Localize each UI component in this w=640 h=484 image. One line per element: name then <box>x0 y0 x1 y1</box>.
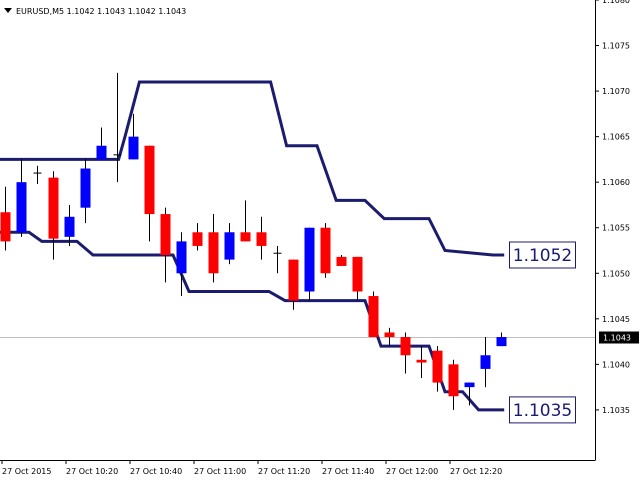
bull-candle-body <box>496 337 507 347</box>
bull-candle-body <box>96 145 107 160</box>
y-tick-label: 1.1060 <box>602 178 630 187</box>
x-tick-label: 27 Oct 10:20 <box>66 467 118 476</box>
candle <box>304 227 315 301</box>
bear-candle-body <box>384 332 395 338</box>
bear-candle-body <box>336 256 347 266</box>
candle <box>113 72 122 183</box>
current-price-tag-value: 1.1043 <box>603 334 631 343</box>
candle <box>448 359 459 410</box>
y-tick-label: 1.1050 <box>602 269 630 278</box>
chart-title: EURUSD,M5 1.1042 1.1043 1.1042 1.1043 <box>16 7 186 16</box>
y-tick-label: 1.1045 <box>602 315 630 324</box>
candle <box>144 145 155 242</box>
bull-candle-body <box>224 232 235 260</box>
bear-candle-body <box>0 212 11 242</box>
candle <box>128 113 139 160</box>
candle <box>368 291 379 338</box>
upper-channel-line <box>0 80 505 257</box>
bear-candle-body <box>240 232 251 242</box>
bear-candle-body <box>208 232 219 274</box>
lower-level-label: 1.1035 <box>509 396 576 424</box>
candle <box>240 200 251 242</box>
bull-candle-body <box>64 216 75 237</box>
candle <box>224 223 235 265</box>
bear-candle-body <box>160 214 171 256</box>
bear-candle-body <box>352 256 363 292</box>
y-tick-label: 1.1055 <box>602 224 630 233</box>
lower-level-label-box <box>509 396 576 424</box>
bear-candle-body <box>320 227 331 274</box>
x-tick-label: 27 Oct 11:00 <box>194 467 246 476</box>
upper-level-label-value: 1.1052 <box>513 246 572 266</box>
bull-candle-body <box>480 355 491 369</box>
bull-candle-body <box>16 182 27 233</box>
candle <box>192 223 203 251</box>
candle <box>384 327 395 347</box>
current-price-tag-bg <box>599 331 639 344</box>
bear-candle-body <box>256 232 267 246</box>
candle <box>208 214 219 283</box>
triangle-down-icon[interactable] <box>4 8 12 13</box>
bull-candle-body <box>128 136 139 160</box>
candle <box>16 159 27 237</box>
y-tick-label: 1.1035 <box>602 406 630 415</box>
candle <box>256 216 267 260</box>
candle <box>80 159 91 224</box>
bear-candle-body <box>144 145 155 215</box>
x-tick-label: 27 Oct 10:40 <box>130 467 182 476</box>
bear-candle-body <box>288 259 299 301</box>
upper-level-label: 1.1052 <box>509 241 576 269</box>
x-tick-label: 27 Oct 11:40 <box>322 467 374 476</box>
bull-candle-body <box>464 382 475 388</box>
y-tick-label: 1.1065 <box>602 133 630 142</box>
candle <box>33 165 42 184</box>
bull-candle-body <box>176 241 187 274</box>
y-tick-label: 1.1080 <box>602 0 630 5</box>
candle <box>176 232 187 297</box>
candle <box>400 332 411 374</box>
candle <box>496 332 507 347</box>
candle <box>464 382 475 406</box>
bear-candle-body <box>48 177 59 239</box>
lower-level-label-value: 1.1035 <box>513 401 572 421</box>
bull-candle-body <box>80 168 91 208</box>
upper-level-label-box <box>509 241 576 269</box>
candle <box>48 171 59 260</box>
candle <box>320 223 331 278</box>
candle <box>336 255 347 266</box>
x-tick-label: 27 Oct 12:20 <box>450 467 502 476</box>
candle <box>273 245 282 274</box>
bear-candle-body <box>400 337 411 356</box>
y-tick-label: 1.1075 <box>602 42 630 51</box>
candle <box>0 186 11 251</box>
candle <box>288 259 299 310</box>
candle <box>160 207 171 283</box>
candle <box>96 127 107 160</box>
y-tick-label: 1.1040 <box>602 360 630 369</box>
candle <box>480 337 491 388</box>
x-tick-label: 27 Oct 2015 <box>2 467 51 476</box>
bear-candle-body <box>432 350 443 383</box>
bull-candle-body <box>304 227 315 292</box>
bear-candle-body <box>416 359 427 363</box>
candle <box>352 256 363 301</box>
candle <box>416 346 427 379</box>
bear-candle-body <box>192 232 203 246</box>
x-tick-label: 27 Oct 11:20 <box>258 467 310 476</box>
bear-candle-body <box>368 296 379 338</box>
x-tick-label: 27 Oct 12:00 <box>386 467 438 476</box>
candle <box>432 346 443 392</box>
current-price-tag: 1.1043 <box>599 331 639 344</box>
y-tick-label: 1.1070 <box>602 87 630 96</box>
candle <box>64 204 75 246</box>
bear-candle-body <box>448 364 459 397</box>
